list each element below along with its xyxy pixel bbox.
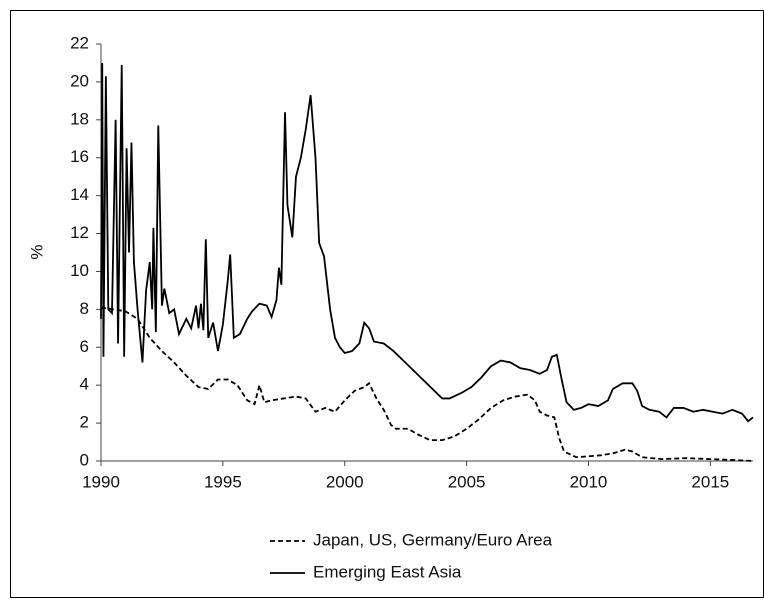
legend-label: Japan, US, Germany/Euro Area bbox=[313, 530, 553, 549]
y-tick-label: 16 bbox=[70, 147, 89, 166]
y-tick-label: 12 bbox=[70, 223, 89, 242]
y-tick-label: 6 bbox=[80, 337, 89, 356]
y-tick-label: 14 bbox=[70, 185, 89, 204]
x-tick-label: 1990 bbox=[82, 472, 120, 491]
y-tick-label: 0 bbox=[80, 450, 89, 469]
x-tick-label: 1995 bbox=[204, 472, 242, 491]
y-tick-label: 18 bbox=[70, 109, 89, 128]
y-tick-label: 22 bbox=[70, 33, 89, 52]
x-tick-label: 2000 bbox=[326, 472, 364, 491]
y-tick-label: 20 bbox=[70, 71, 89, 90]
legend-label: Emerging East Asia bbox=[313, 562, 462, 581]
x-tick-label: 2015 bbox=[691, 472, 729, 491]
series-line bbox=[100, 306, 754, 462]
y-tick-label: 8 bbox=[80, 299, 89, 318]
y-tick-label: 2 bbox=[80, 413, 89, 432]
x-tick-label: 2010 bbox=[570, 472, 608, 491]
series-line bbox=[100, 62, 754, 423]
x-tick-label: 2005 bbox=[448, 472, 486, 491]
y-tick-label: 4 bbox=[80, 375, 89, 394]
y-axis-label: % bbox=[27, 244, 46, 259]
y-tick-label: 10 bbox=[70, 261, 89, 280]
